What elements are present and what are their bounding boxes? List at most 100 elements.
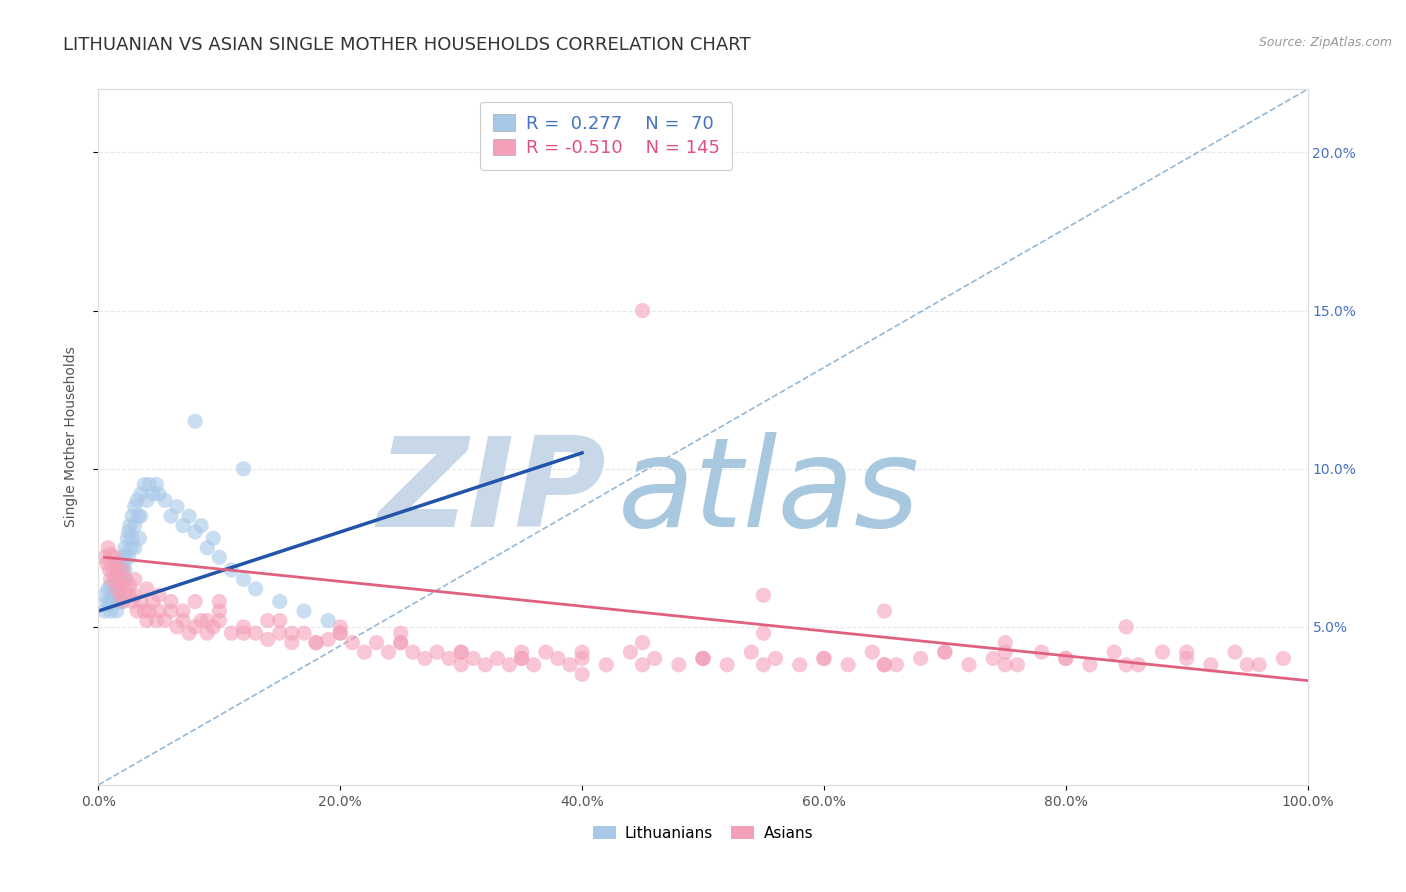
Point	[129, 594, 152, 608]
Point	[1223, 645, 1246, 659]
Point	[571, 667, 593, 681]
Point	[120, 541, 142, 555]
Point	[184, 524, 207, 539]
Point	[740, 645, 762, 659]
Point	[124, 541, 146, 555]
Point	[112, 557, 135, 571]
Point	[619, 645, 641, 659]
Point	[111, 563, 134, 577]
Point	[107, 563, 129, 577]
Point	[256, 614, 278, 628]
Point	[127, 604, 149, 618]
Point	[111, 573, 134, 587]
Point	[813, 651, 835, 665]
Point	[873, 657, 896, 672]
Point	[1078, 657, 1101, 672]
Point	[450, 645, 472, 659]
Text: atlas: atlas	[619, 433, 921, 553]
Point	[389, 635, 412, 649]
Point	[172, 614, 194, 628]
Point	[111, 594, 134, 608]
Point	[117, 531, 139, 545]
Point	[104, 591, 127, 606]
Point	[107, 579, 129, 593]
Point	[118, 524, 141, 539]
Point	[329, 620, 352, 634]
Point	[498, 657, 520, 672]
Point	[100, 579, 122, 593]
Point	[426, 645, 449, 659]
Point	[142, 594, 165, 608]
Point	[934, 645, 956, 659]
Point	[1175, 651, 1198, 665]
Point	[103, 582, 125, 596]
Point	[105, 573, 128, 587]
Point	[135, 493, 157, 508]
Point	[886, 657, 908, 672]
Point	[121, 509, 143, 524]
Point	[202, 620, 225, 634]
Point	[752, 588, 775, 602]
Point	[195, 626, 218, 640]
Point	[873, 657, 896, 672]
Text: Source: ZipAtlas.com: Source: ZipAtlas.com	[1258, 36, 1392, 49]
Point	[232, 573, 254, 587]
Point	[450, 645, 472, 659]
Point	[389, 626, 412, 640]
Point	[789, 657, 811, 672]
Point	[160, 594, 183, 608]
Point	[135, 614, 157, 628]
Point	[100, 547, 122, 561]
Point	[160, 604, 183, 618]
Point	[118, 579, 141, 593]
Point	[316, 614, 339, 628]
Point	[523, 657, 546, 672]
Point	[103, 550, 125, 565]
Point	[114, 541, 136, 555]
Point	[547, 651, 569, 665]
Point	[692, 651, 714, 665]
Point	[994, 645, 1017, 659]
Point	[208, 604, 231, 618]
Point	[245, 626, 267, 640]
Point	[668, 657, 690, 672]
Point	[118, 550, 141, 565]
Point	[118, 588, 141, 602]
Point	[124, 500, 146, 514]
Point	[101, 594, 124, 608]
Point	[1115, 657, 1137, 672]
Point	[292, 626, 315, 640]
Point	[329, 626, 352, 640]
Point	[124, 588, 146, 602]
Point	[463, 651, 485, 665]
Point	[96, 594, 118, 608]
Point	[765, 651, 787, 665]
Point	[145, 614, 167, 628]
Point	[101, 588, 124, 602]
Point	[305, 635, 328, 649]
Point	[957, 657, 980, 672]
Point	[118, 518, 141, 533]
Point	[510, 651, 533, 665]
Point	[994, 657, 1017, 672]
Point	[292, 604, 315, 618]
Point	[100, 604, 122, 618]
Point	[108, 588, 131, 602]
Point	[716, 657, 738, 672]
Point	[221, 563, 243, 577]
Point	[232, 626, 254, 640]
Point	[184, 594, 207, 608]
Point	[377, 645, 399, 659]
Point	[269, 614, 291, 628]
Y-axis label: Single Mother Households: Single Mother Households	[63, 347, 77, 527]
Point	[1249, 657, 1271, 672]
Point	[127, 509, 149, 524]
Point	[179, 509, 201, 524]
Point	[111, 594, 134, 608]
Point	[128, 531, 150, 545]
Point	[148, 604, 170, 618]
Point	[93, 588, 115, 602]
Point	[994, 635, 1017, 649]
Point	[179, 626, 201, 640]
Point	[221, 626, 243, 640]
